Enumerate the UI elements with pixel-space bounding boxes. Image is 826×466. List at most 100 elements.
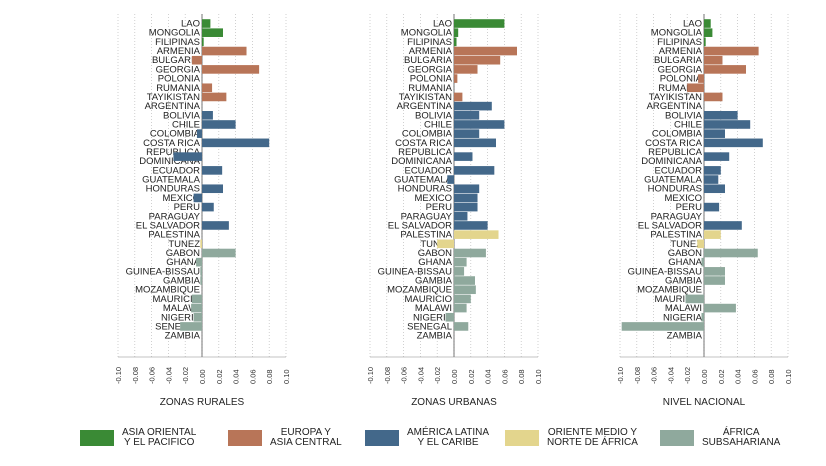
bar xyxy=(454,92,463,102)
category-label: MOZAMBIQUE xyxy=(387,285,452,296)
category-label: MEXICO xyxy=(163,193,200,204)
category-label: BULGARIA xyxy=(404,55,453,66)
category-label: MONGOLIA xyxy=(401,28,453,39)
category-label: MALAWI xyxy=(163,303,200,314)
category-label: GEORGIA xyxy=(408,64,453,75)
category-label: TUNEZ xyxy=(670,239,702,250)
tick-label: 0.00 xyxy=(700,369,709,384)
category-label: HONDURAS xyxy=(146,184,200,195)
category-label: COLOMBIA xyxy=(150,129,201,140)
bar xyxy=(193,312,202,322)
category-label: RUMANIA xyxy=(658,83,702,94)
category-label: GAMBIA xyxy=(665,276,703,287)
category-label: ECUADOR xyxy=(404,165,452,176)
tick-label: -0.06 xyxy=(400,367,409,384)
category-label: EL SALVADOR xyxy=(638,220,702,231)
category-label: TAYIKISTAN xyxy=(649,92,702,103)
bar xyxy=(454,303,467,313)
category-label: SENEGAL xyxy=(155,321,200,332)
category-label: REPUBLICA xyxy=(648,147,703,158)
legend: ASIA ORIENTAL Y EL PACIFICO EUROPA Y ASIA … xyxy=(0,418,826,462)
category-label: HONDURAS xyxy=(648,184,702,195)
bar xyxy=(191,303,202,313)
bar xyxy=(191,294,202,304)
category-label: LAO xyxy=(181,19,200,30)
legend-swatch xyxy=(505,430,539,446)
bar xyxy=(202,19,211,28)
legend-label: ASIA ORIENTAL Y EL PACIFICO xyxy=(122,427,197,448)
tick-label: 0.10 xyxy=(282,369,291,384)
bar xyxy=(202,221,229,230)
bar xyxy=(704,152,730,161)
bar xyxy=(697,239,704,249)
category-label: ARGENTINA xyxy=(397,101,453,112)
category-label: MAURICIO xyxy=(405,294,453,305)
category-label: GHANA xyxy=(418,257,452,268)
bar xyxy=(202,111,213,120)
tick-label: -0.10 xyxy=(114,367,123,384)
chart-area: LAOMONGOLIAFILIPINASARMENIABULGARIAGEORG… xyxy=(114,14,793,408)
tick-label: 0.10 xyxy=(534,369,543,384)
bar xyxy=(200,267,202,276)
bar xyxy=(704,46,759,56)
bar xyxy=(454,322,469,331)
tick-label: 0.06 xyxy=(500,369,509,384)
category-label: SENEGAL xyxy=(407,321,452,332)
tick-label: 0.06 xyxy=(750,369,759,384)
tick-label: 0.04 xyxy=(734,369,743,384)
tick-label: 0.10 xyxy=(784,369,793,384)
bar xyxy=(202,120,236,129)
category-label: GUINEA-BISSAU xyxy=(126,266,201,277)
bar xyxy=(704,37,706,47)
bar xyxy=(202,28,223,37)
panel-title: ZONAS RURALES xyxy=(160,397,245,408)
category-label: MOZAMBIQUE xyxy=(637,285,702,296)
category-label: MEXICO xyxy=(665,193,702,204)
bar xyxy=(437,239,454,249)
category-label: CHILE xyxy=(674,119,702,130)
category-label: CHILE xyxy=(424,119,452,130)
category-label: MOZAMBIQUE xyxy=(135,285,200,296)
category-label: TUNEZ xyxy=(168,239,200,250)
tick-label: -0.08 xyxy=(633,367,642,384)
bar xyxy=(454,55,501,65)
tick-label: -0.04 xyxy=(164,367,173,384)
tick-label: 0.08 xyxy=(767,369,776,384)
tick-label: -0.02 xyxy=(181,367,190,384)
category-label: GUINEA-BISSAU xyxy=(628,266,703,277)
bar xyxy=(704,65,746,74)
tick-label: -0.08 xyxy=(383,367,392,384)
category-label: COLOMBIA xyxy=(652,129,703,140)
bar xyxy=(200,276,202,285)
bar xyxy=(454,152,473,161)
bar xyxy=(454,28,459,37)
category-label: GABON xyxy=(668,248,702,259)
category-label: MALAWI xyxy=(665,303,702,314)
category-label: ZAMBIA xyxy=(667,331,703,342)
bar xyxy=(454,111,480,120)
bar xyxy=(621,322,704,331)
bar xyxy=(704,202,720,212)
category-label: TAYIKISTAN xyxy=(147,92,200,103)
category-label: COLOMBIA xyxy=(402,129,453,140)
category-label: GAMBIA xyxy=(415,276,453,287)
bar xyxy=(704,28,713,37)
category-label: NIGERIA xyxy=(161,312,201,323)
category-label: ZAMBIA xyxy=(165,331,201,342)
bar xyxy=(454,74,458,83)
legend-label: EUROPA Y ASIA CENTRAL xyxy=(270,427,342,448)
tick-label: -0.04 xyxy=(416,367,425,384)
tick-label: -0.10 xyxy=(366,367,375,384)
category-label: POLONIA xyxy=(158,74,201,85)
tick-label: 0.00 xyxy=(450,369,459,384)
bar xyxy=(202,184,223,194)
category-label: ARMENIA xyxy=(157,46,201,57)
tick-label: -0.06 xyxy=(650,367,659,384)
bar xyxy=(454,19,505,28)
legend-label: AMÉRICA LATINA Y EL CARIBE xyxy=(407,427,490,448)
category-label: MALAWI xyxy=(415,303,452,314)
category-label: MONGOLIA xyxy=(651,28,703,39)
tick-label: -0.08 xyxy=(131,367,140,384)
legend-label: ORIENTE MEDIO Y NORTE DE ÁFRICA xyxy=(547,427,638,448)
tick-label: 0.02 xyxy=(717,369,726,384)
